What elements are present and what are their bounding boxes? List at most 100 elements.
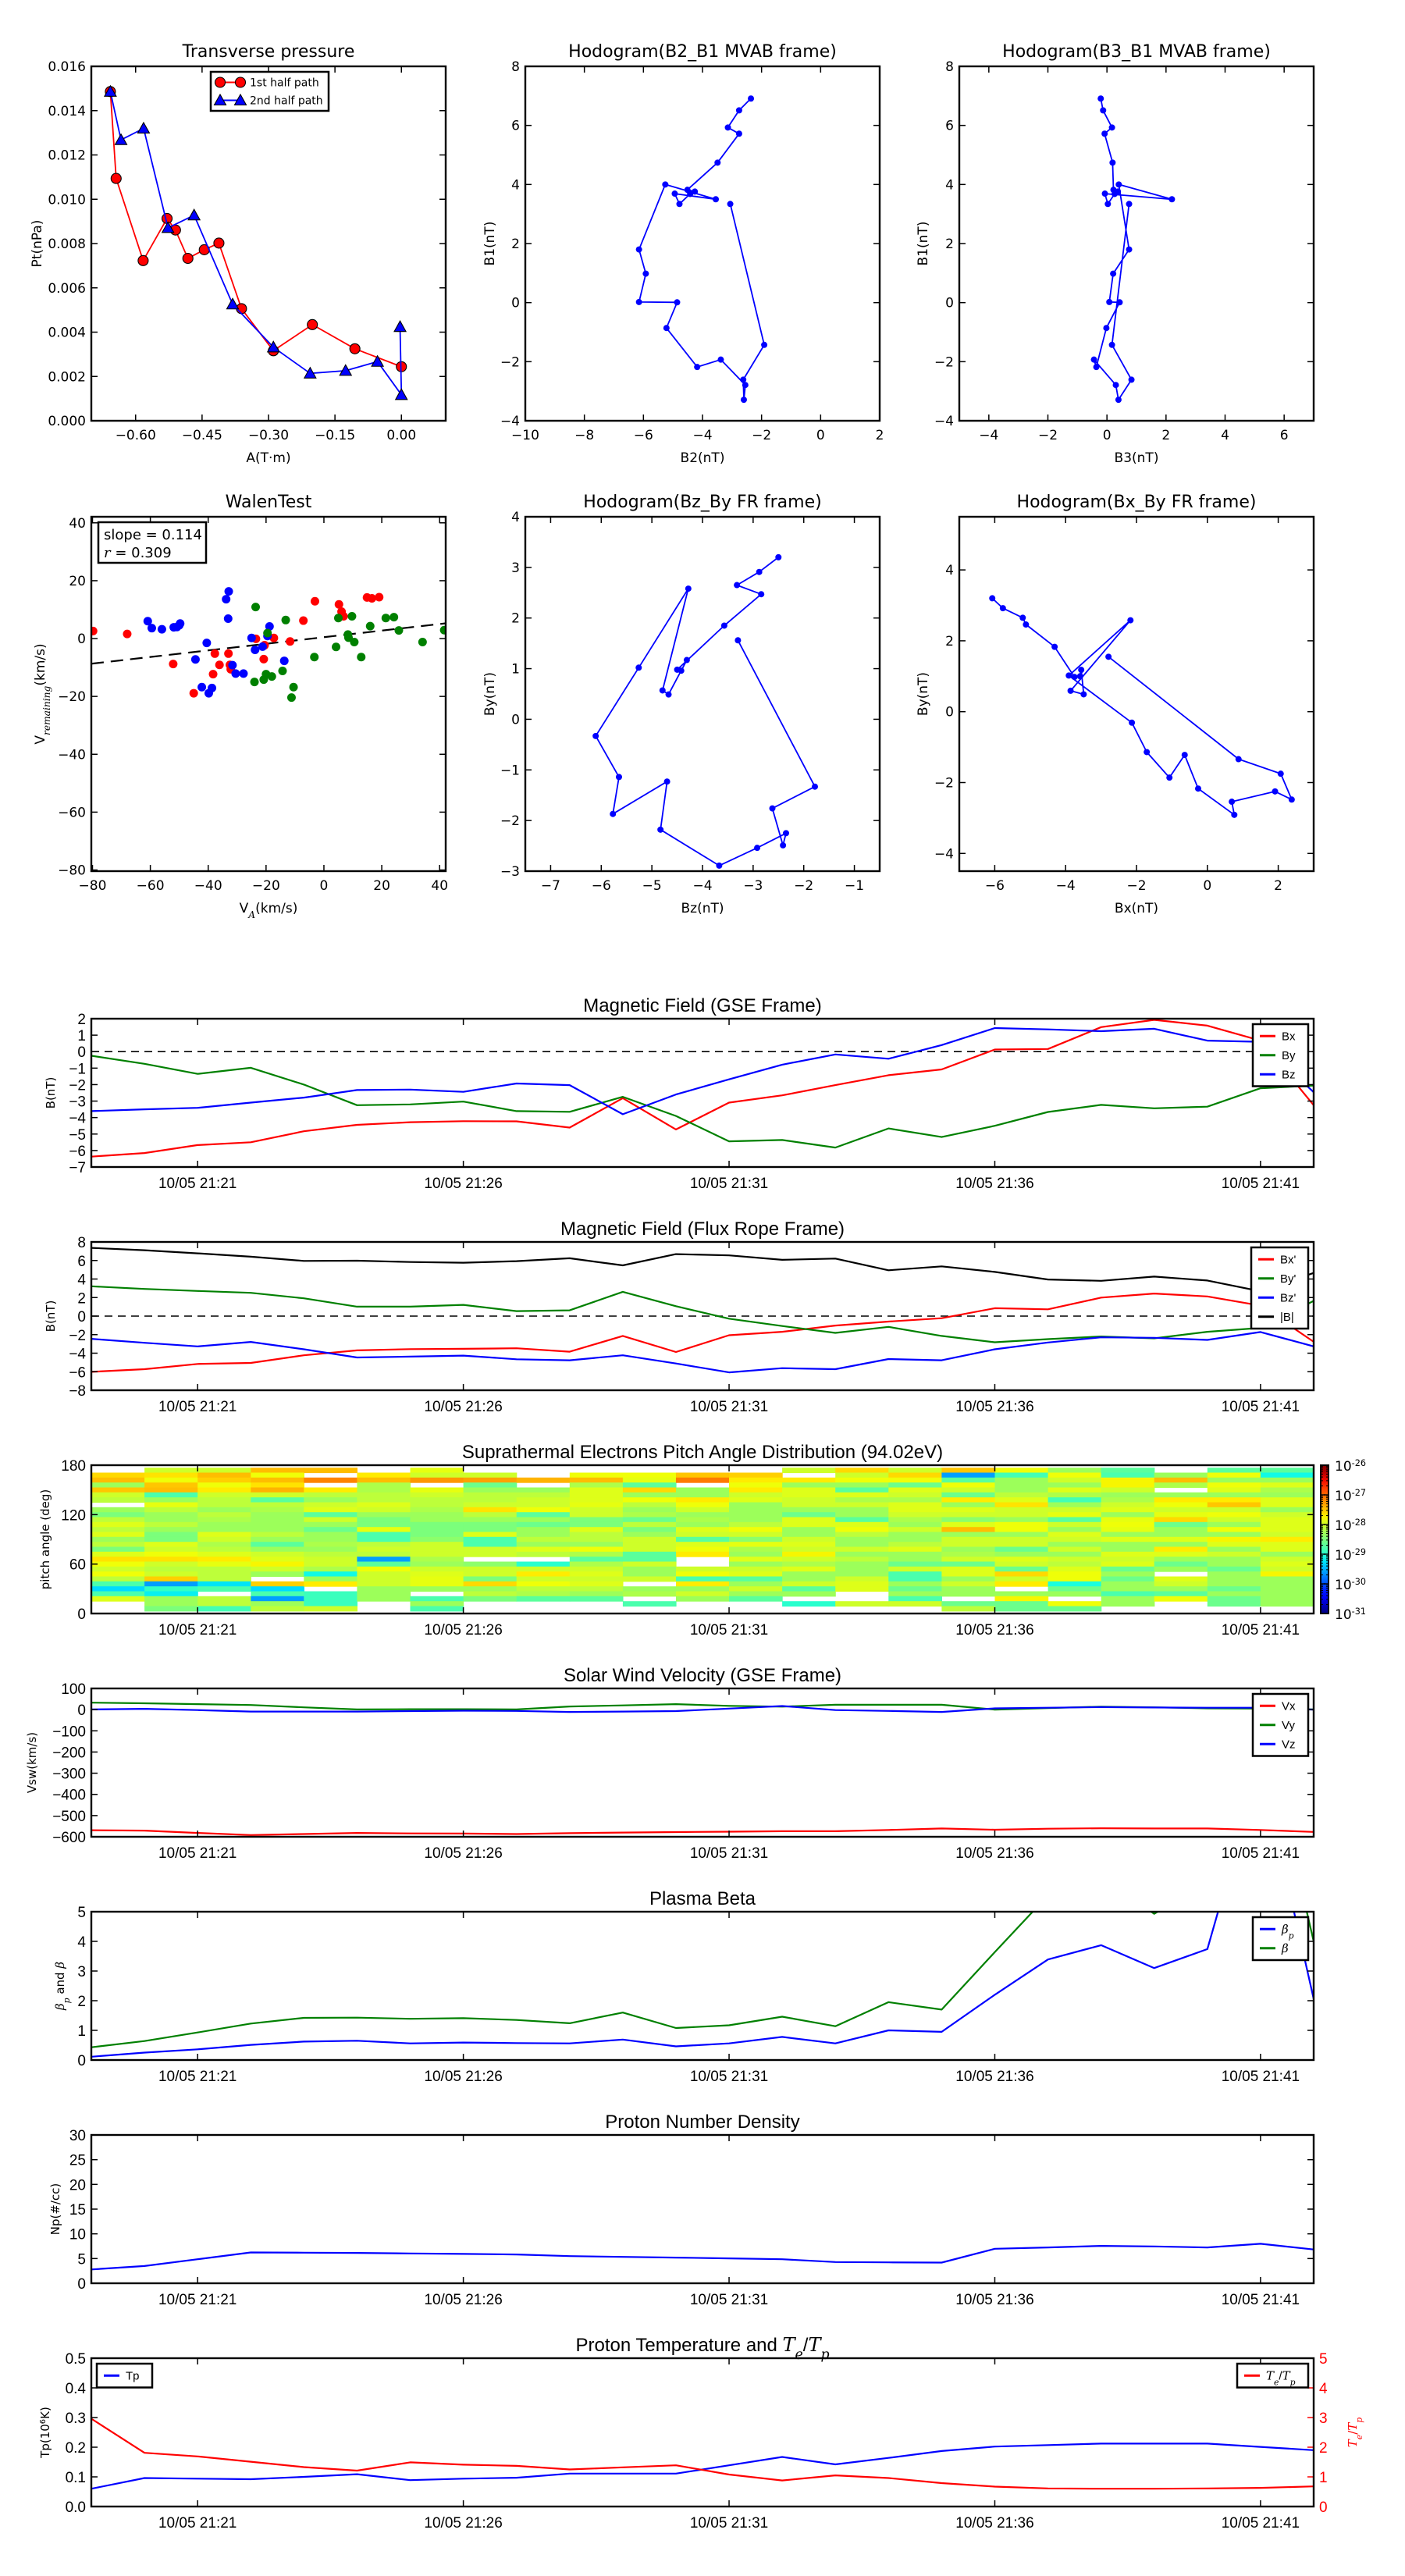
label-segment: T (808, 2334, 822, 2356)
y-tick-label: −2 (500, 813, 520, 829)
legend: 1st half path 2nd half path (209, 70, 330, 112)
data-point (208, 670, 218, 679)
heatmap-cell (835, 1576, 889, 1582)
heatmap-cell (1260, 1591, 1314, 1597)
legend: Vx Vy Vz (1251, 1692, 1310, 1757)
heatmap-cell (1207, 1507, 1261, 1513)
x-tick-label: 10/05 21:31 (690, 1399, 768, 1415)
heatmap-cell (1101, 1492, 1155, 1498)
heatmap-cell (1048, 1472, 1102, 1478)
heatmap-cell (676, 1542, 730, 1548)
data-point (228, 660, 237, 670)
heatmap-cell (1154, 1502, 1208, 1508)
data-point (756, 568, 763, 575)
data-point (231, 669, 240, 678)
y-tick-label: 4 (77, 1934, 86, 1951)
heatmap-cell (357, 1497, 411, 1503)
data-point (259, 654, 269, 664)
heatmap-cell (729, 1532, 783, 1538)
data-point (210, 649, 219, 658)
heatmap-cell (569, 1527, 624, 1533)
heatmap-cell (569, 1512, 624, 1518)
data-series (989, 595, 1295, 818)
heatmap-cell (888, 1586, 942, 1592)
data-point (157, 624, 166, 634)
chart-title: Proton Temperature and Te/Tp (575, 2334, 829, 2363)
heatmap-cell (888, 1517, 942, 1523)
data-point (286, 637, 295, 646)
heatmap-cell (941, 1482, 996, 1489)
y-tick-label: −4 (69, 1111, 86, 1127)
heatmap-cell (729, 1561, 783, 1567)
heatmap-cell (463, 1492, 518, 1498)
heatmap-cell (782, 1532, 836, 1538)
heatmap-cell (516, 1492, 571, 1498)
heatmap-cell (941, 1586, 996, 1592)
heatmap-cell (622, 1536, 677, 1542)
heatmap-cell (1207, 1492, 1261, 1498)
heatmap-cell (1101, 1468, 1155, 1474)
data-point (263, 628, 272, 638)
heatmap-cell (835, 1566, 889, 1572)
heatmap-cell (1154, 1581, 1208, 1587)
heatmap-cell (144, 1482, 198, 1489)
heatmap-cell (516, 1507, 571, 1513)
data-point (1115, 397, 1122, 404)
heatmap-cell (888, 1472, 942, 1478)
heatmap-cell (1260, 1521, 1314, 1528)
label-segment: p (62, 1998, 72, 2003)
heatmap-cell (304, 1551, 357, 1557)
x-tick-label: −4 (692, 878, 712, 894)
heatmap-cell (144, 1561, 198, 1567)
heatmap-cell (410, 1601, 464, 1607)
heatmap-cell (622, 1601, 677, 1607)
heatmap-cell (1260, 1561, 1314, 1567)
heatmap-cell (251, 1586, 304, 1592)
data-point (713, 196, 720, 203)
chart-plasma-beta: Plasma Beta 10/05 21:21 10/05 21:26 10/05 2… (53, 1888, 1315, 2085)
legend-label: Vx (1282, 1699, 1296, 1713)
heatmap-cell (144, 1507, 198, 1513)
data-point (657, 826, 664, 833)
heatmap-cell (994, 1601, 1049, 1607)
heatmap-cell (1048, 1581, 1102, 1587)
legend-label: β (1281, 1941, 1289, 1955)
heatmap-cell (197, 1586, 251, 1592)
data-point (740, 376, 747, 383)
plot-area (91, 1247, 1314, 1374)
y-tick-label: 180 (61, 1458, 86, 1475)
heatmap-cell (1048, 1497, 1102, 1503)
data-point (349, 343, 361, 354)
heatmap-cell (994, 1497, 1049, 1503)
heatmap-cell (197, 1606, 251, 1612)
heatmap-cell (1260, 1601, 1314, 1607)
legend-label: Vy (1282, 1719, 1295, 1732)
heatmap-cell (676, 1521, 730, 1528)
y-tick-label: −2 (69, 1328, 86, 1344)
y-tick-label: 8 (945, 59, 954, 75)
heatmap-cell (622, 1507, 677, 1513)
heatmap-cell (304, 1576, 357, 1582)
heatmap-cell (357, 1527, 411, 1533)
plot-area (91, 2243, 1314, 2271)
heatmap-cell (1207, 1591, 1261, 1597)
label-segment: 10 (1335, 1548, 1352, 1564)
fit-annotation: slope = 0.114 r = 0.309 (97, 521, 208, 564)
heatmap-cell (357, 1487, 411, 1493)
heatmap-cell (782, 1482, 836, 1489)
heatmap-cell (1207, 1557, 1261, 1563)
x-tick-label: −6 (634, 428, 653, 443)
y-tick-label: 40 (69, 516, 86, 532)
y-tick-label: −1 (500, 763, 520, 778)
data-point (1272, 788, 1279, 795)
label-segment: 10 (1335, 1489, 1352, 1504)
x-tick-label: 10/05 21:26 (424, 1399, 502, 1415)
data-series (91, 1705, 1314, 1713)
heatmap-cell (197, 1576, 251, 1582)
heatmap-cell (569, 1532, 624, 1538)
data-point (357, 653, 366, 662)
heatmap-cell (994, 1591, 1049, 1597)
x-tick-label: 10/05 21:21 (158, 2292, 237, 2308)
y-tick-label: −300 (52, 1767, 86, 1783)
heatmap-cell (463, 1517, 518, 1523)
